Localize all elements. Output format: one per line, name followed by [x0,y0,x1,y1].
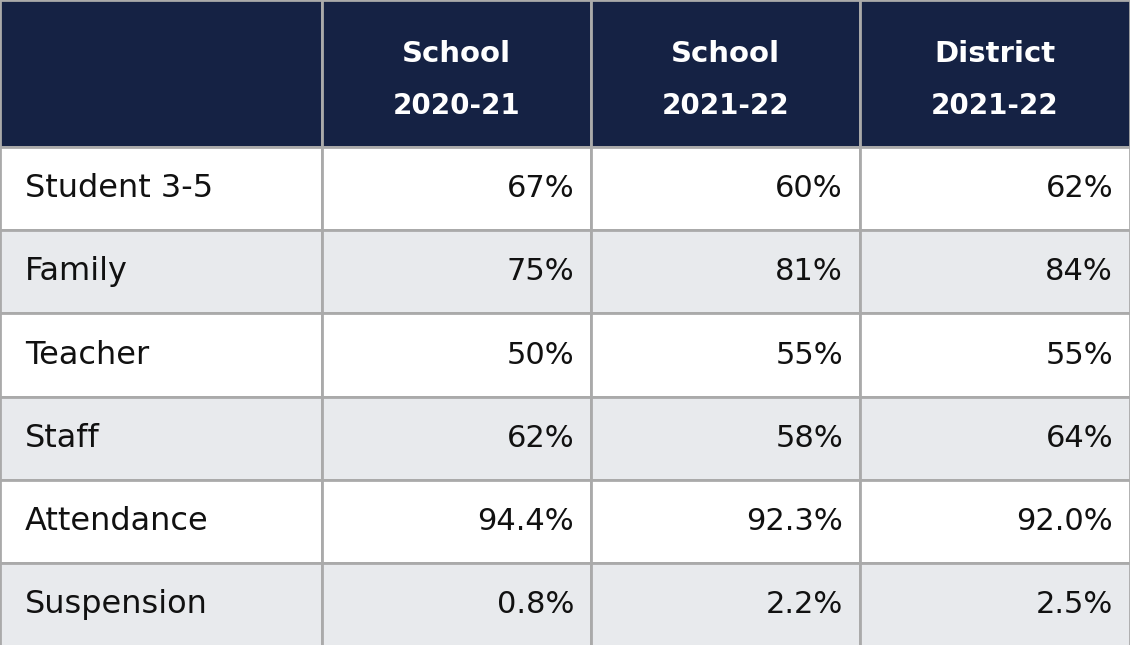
Text: 62%: 62% [506,424,574,453]
Bar [860,563,1130,645]
Bar [0,0,322,147]
Text: 2.5%: 2.5% [1036,590,1113,619]
Bar [0,230,322,313]
Bar [591,230,860,313]
Text: 2020-21: 2020-21 [393,92,520,120]
Bar [0,563,322,645]
Bar [860,230,1130,313]
Text: 67%: 67% [506,174,574,203]
Bar [322,397,591,480]
Bar [591,397,860,480]
Text: 62%: 62% [1045,174,1113,203]
Bar [322,480,591,563]
Text: 2021-22: 2021-22 [662,92,789,120]
Bar [591,313,860,397]
Text: 64%: 64% [1045,424,1113,453]
Text: 0.8%: 0.8% [497,590,574,619]
Bar [322,147,591,230]
Bar [0,397,322,480]
Bar [860,313,1130,397]
Text: School: School [671,41,780,68]
Bar [322,563,591,645]
Text: 55%: 55% [775,341,843,370]
Bar [860,397,1130,480]
Text: Suspension: Suspension [25,589,208,620]
Text: 2021-22: 2021-22 [931,92,1059,120]
Text: Teacher: Teacher [25,339,149,371]
Bar [860,480,1130,563]
Text: 2.2%: 2.2% [766,590,843,619]
Bar [0,480,322,563]
Bar [591,480,860,563]
Bar [0,147,322,230]
Text: Student 3-5: Student 3-5 [25,173,212,204]
Text: Staff: Staff [25,422,99,454]
Text: 55%: 55% [1045,341,1113,370]
Bar [591,0,860,147]
Text: 75%: 75% [506,257,574,286]
Text: 92.0%: 92.0% [1016,507,1113,536]
Bar [0,313,322,397]
Text: 50%: 50% [506,341,574,370]
Text: 60%: 60% [775,174,843,203]
Text: District: District [935,41,1055,68]
Bar [322,313,591,397]
Text: 81%: 81% [775,257,843,286]
Text: 94.4%: 94.4% [477,507,574,536]
Text: School: School [402,41,511,68]
Text: Attendance: Attendance [25,506,209,537]
Bar [591,147,860,230]
Text: 58%: 58% [775,424,843,453]
Bar [591,563,860,645]
Bar [860,0,1130,147]
Bar [860,147,1130,230]
Bar [322,0,591,147]
Text: Family: Family [25,256,128,288]
Text: 84%: 84% [1045,257,1113,286]
Bar [322,230,591,313]
Text: 92.3%: 92.3% [746,507,843,536]
